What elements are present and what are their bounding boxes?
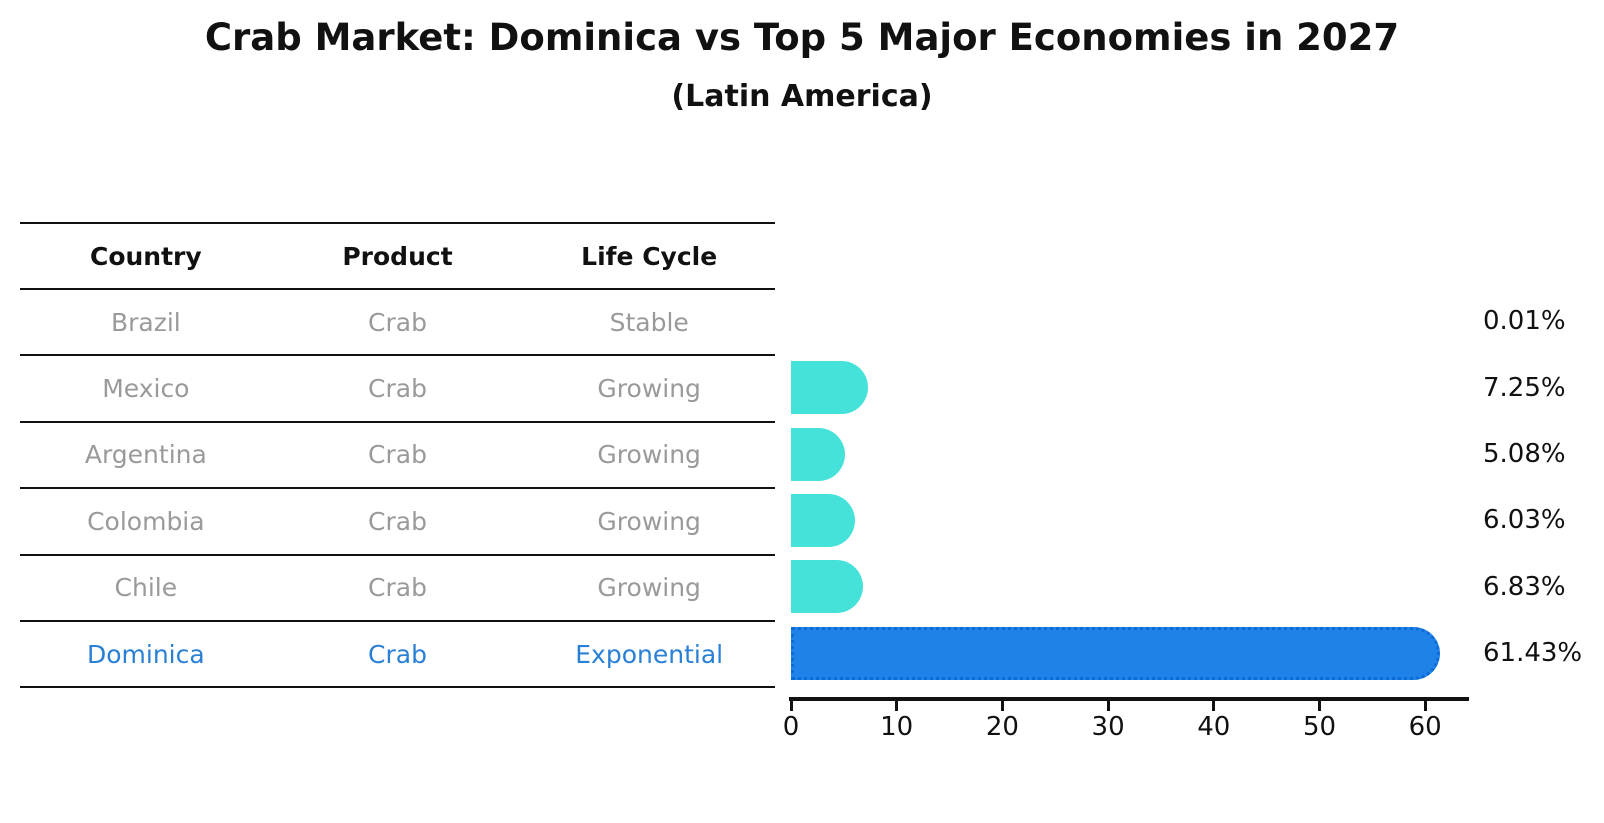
table-cell-country: Mexico	[102, 374, 190, 404]
x-tick-label: 50	[1302, 712, 1337, 742]
value-label: 6.83%	[1483, 571, 1566, 602]
page-subtitle: (Latin America)	[671, 79, 933, 114]
value-label: 6.03%	[1483, 505, 1566, 536]
table-cell-life-cycle: Growing	[597, 440, 701, 470]
table-cell-life-cycle: Growing	[597, 573, 701, 603]
value-label: 5.08%	[1483, 439, 1566, 469]
table-header-country: Country	[89, 241, 202, 271]
value-label: 0.01%	[1483, 306, 1566, 337]
bar-mexico	[791, 361, 868, 415]
table-cell-product: Crab	[368, 440, 427, 470]
page-title: Crab Market: Dominica vs Top 5 Major Eco…	[204, 16, 1400, 59]
x-tick	[1000, 700, 1004, 711]
table-cell-life-cycle: Growing	[597, 506, 701, 536]
table-row: Argentina Crab Growing	[20, 420, 775, 487]
data-table: Country Product Life Cycle Brazil Crab Sta…	[20, 222, 775, 689]
x-tick	[895, 700, 899, 711]
table-header-product: Product	[342, 241, 453, 271]
x-tick-label: 0	[782, 712, 800, 742]
table-cell-country: Colombia	[87, 506, 205, 536]
x-tick-label: 60	[1408, 712, 1442, 742]
table-body: Brazil Crab Stable Mexico Crab Growing Argenti…	[20, 288, 775, 686]
table-header-life-cycle: Life Cycle	[581, 241, 718, 271]
table-cell-product: Crab	[368, 639, 427, 669]
table-cell-product: Crab	[368, 506, 427, 536]
value-label: 61.43%	[1483, 638, 1583, 669]
table-cell-life-cycle: Growing	[597, 374, 701, 404]
table-row: Dominica Crab Exponential	[20, 619, 775, 686]
table-row: Brazil Crab Stable	[20, 288, 775, 354]
table-cell-product: Crab	[368, 307, 427, 337]
x-axis-spine	[789, 697, 1469, 701]
table-row: Chile Crab Growing	[20, 553, 775, 620]
x-tick	[1212, 700, 1216, 711]
value-label: 7.25%	[1483, 372, 1566, 403]
table-cell-product: Crab	[368, 573, 427, 603]
table-row: Mexico Crab Growing	[20, 354, 775, 420]
bar-colombia	[791, 493, 855, 547]
table-cell-life-cycle: Exponential	[575, 639, 724, 669]
table-cell-country: Argentina	[84, 440, 207, 470]
x-tick	[1423, 700, 1427, 711]
bar-chile	[791, 560, 864, 614]
table-cell-life-cycle: Stable	[609, 307, 689, 337]
x-tick	[1106, 700, 1110, 711]
table-header-row: Country Product Life Cycle	[20, 222, 775, 288]
x-tick-label: 30	[1091, 712, 1125, 742]
table-cell-country: Dominica	[86, 639, 205, 669]
table-cell-country: Chile	[114, 573, 178, 603]
x-tick-label: 40	[1197, 712, 1231, 742]
x-tick	[1318, 700, 1321, 711]
table-row: Colombia Crab Growing	[20, 487, 775, 553]
x-tick-label: 20	[985, 712, 1019, 742]
table-cell-product: Crab	[368, 374, 427, 404]
bar-argentina	[791, 427, 845, 481]
x-tick-label: 10	[880, 712, 914, 742]
x-tick	[789, 700, 793, 711]
table-cell-country: Brazil	[110, 307, 181, 337]
bar-dominica	[791, 626, 1441, 680]
